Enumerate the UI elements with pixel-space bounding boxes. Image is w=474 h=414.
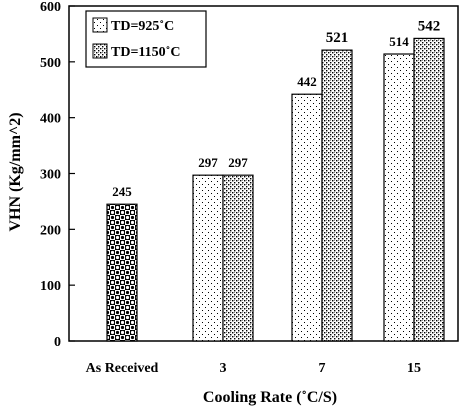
y-tick-label: 500	[40, 56, 61, 71]
x-tick-label: 7	[319, 361, 326, 376]
bar	[321, 49, 353, 342]
legend-swatch	[92, 43, 108, 59]
legend-swatch	[92, 17, 108, 33]
data-labels: 245 297 297 442 521 514 542	[112, 18, 440, 199]
bar	[291, 93, 323, 342]
x-tick-label: As Received	[86, 361, 159, 376]
y-tick-label: 0	[54, 335, 61, 350]
y-tick-label: 400	[40, 112, 61, 127]
y-tick-label: 200	[40, 223, 61, 238]
x-axis: As Received 3 7 15	[86, 361, 421, 376]
x-axis-title: Cooling Rate (˚C/S)	[203, 389, 337, 406]
bar	[106, 203, 138, 342]
data-label: 297	[228, 155, 248, 170]
data-label: 245	[112, 184, 132, 199]
y-axis-title: VHN (Kg/mm^2)	[7, 112, 24, 231]
x-tick-label: 15	[407, 361, 421, 376]
data-label: 521	[326, 30, 349, 46]
legend-label: TD=925˚C	[111, 19, 174, 34]
legend-label: TD=1150˚C	[111, 45, 180, 60]
data-label: 514	[389, 34, 409, 49]
data-label: 297	[198, 155, 218, 170]
y-tick-label: 300	[40, 168, 61, 183]
legend: TD=925˚C TD=1150˚C	[85, 10, 207, 68]
bar	[383, 53, 415, 342]
x-tick-label: 3	[220, 361, 227, 376]
y-axis: 0 100 200 300 400 500 600	[40, 0, 75, 350]
y-tick-label: 100	[40, 279, 61, 294]
y-tick-label: 600	[40, 0, 61, 15]
bar	[222, 174, 254, 342]
bars	[106, 37, 445, 342]
data-label: 442	[297, 74, 317, 89]
data-label: 542	[418, 18, 441, 34]
bar	[192, 174, 224, 342]
bar	[413, 37, 445, 342]
